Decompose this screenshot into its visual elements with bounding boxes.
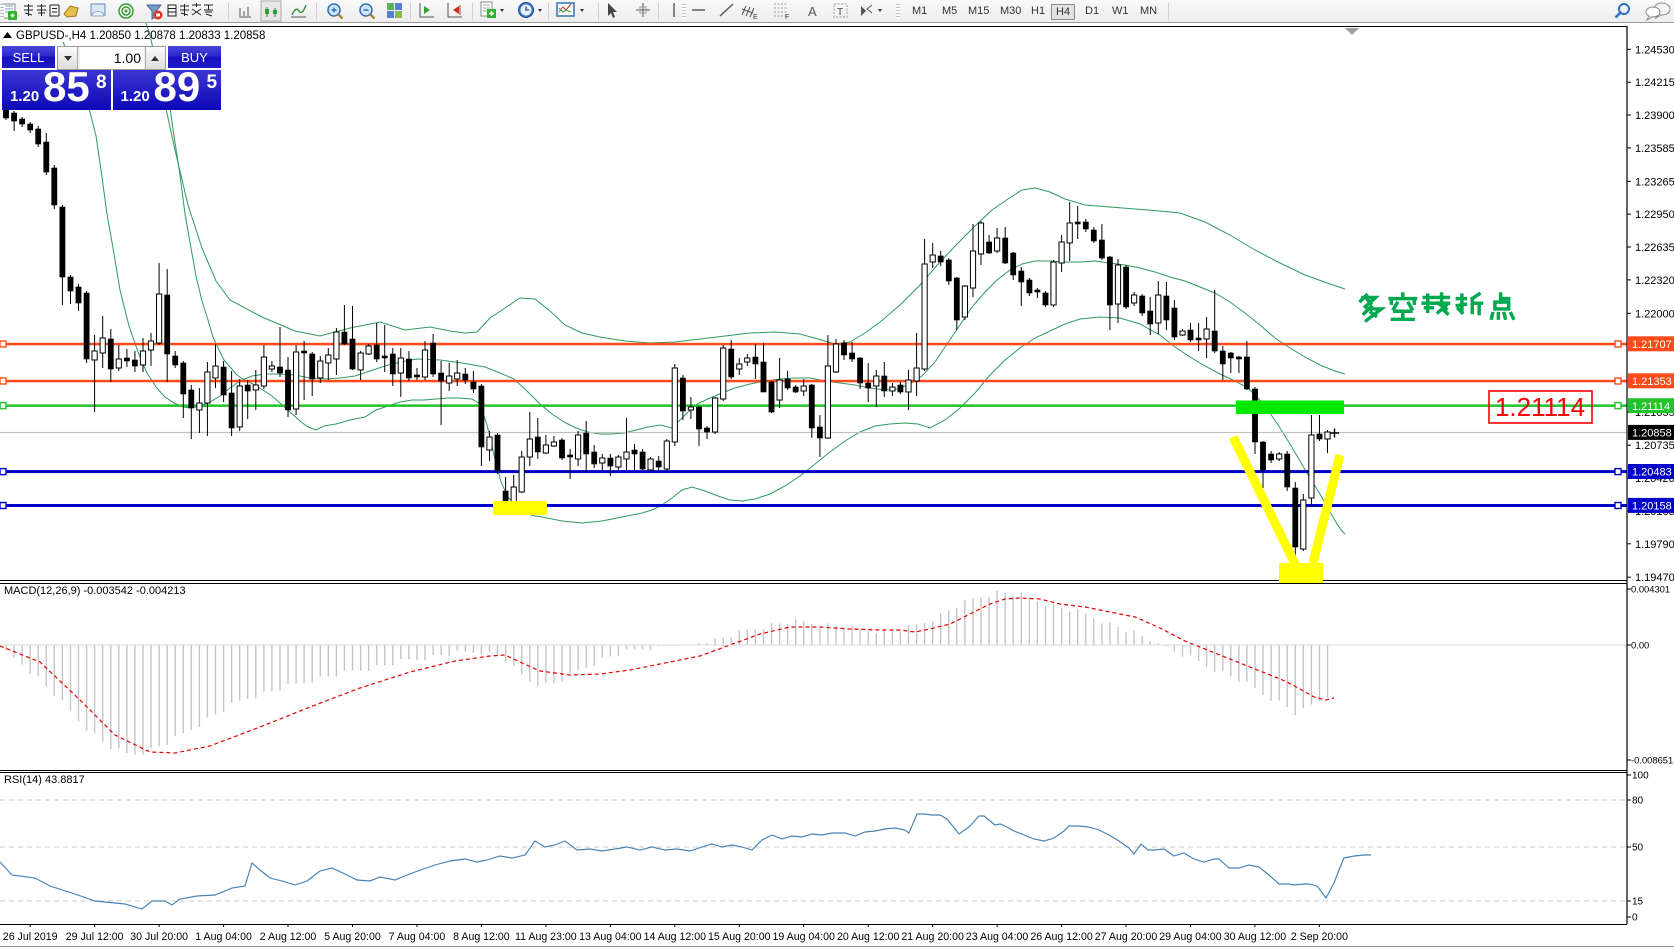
svg-text:T: T	[837, 7, 843, 18]
svg-text:1.21114: 1.21114	[1495, 392, 1585, 422]
svg-text:15: 15	[1632, 897, 1644, 908]
svg-text:0.004301: 0.004301	[1631, 584, 1670, 595]
svg-text:1.22950: 1.22950	[1635, 209, 1674, 221]
svg-text:1.22320: 1.22320	[1635, 275, 1674, 287]
svg-text:E: E	[753, 14, 758, 21]
svg-text:0: 0	[1632, 913, 1638, 924]
svg-text:RSI(14) 43.8817: RSI(14) 43.8817	[4, 774, 85, 786]
svg-text:1 Aug 04:00: 1 Aug 04:00	[195, 931, 252, 943]
svg-text:21 Aug 20:00: 21 Aug 20:00	[901, 931, 964, 943]
svg-text:F: F	[785, 14, 789, 21]
svg-text:80: 80	[1632, 796, 1644, 807]
svg-text:50: 50	[1632, 843, 1644, 854]
svg-text:-0.008651: -0.008651	[1631, 755, 1673, 766]
svg-text:30 Aug 12:00: 30 Aug 12:00	[1224, 931, 1287, 943]
svg-text:1.20735: 1.20735	[1635, 440, 1674, 452]
svg-text:1.21707: 1.21707	[1632, 339, 1672, 351]
svg-text:29 Jul 12:00: 29 Jul 12:00	[66, 931, 124, 943]
svg-text:MACD(12,26,9) -0.003542 -0.004: MACD(12,26,9) -0.003542 -0.004213	[4, 585, 186, 597]
svg-text:2 Sep 20:00: 2 Sep 20:00	[1291, 931, 1348, 943]
svg-text:8 Aug 12:00: 8 Aug 12:00	[453, 931, 510, 943]
svg-text:14 Aug 12:00: 14 Aug 12:00	[644, 931, 707, 943]
svg-text:1.23265: 1.23265	[1635, 176, 1674, 188]
svg-text:13 Aug 04:00: 13 Aug 04:00	[579, 931, 642, 943]
svg-text:20 Aug 12:00: 20 Aug 12:00	[837, 931, 900, 943]
svg-text:1.23900: 1.23900	[1635, 110, 1674, 122]
svg-text:26 Jul 2019: 26 Jul 2019	[3, 931, 58, 943]
svg-text:11 Aug 23:00: 11 Aug 23:00	[515, 931, 577, 943]
svg-text:15 Aug 20:00: 15 Aug 20:00	[708, 931, 771, 943]
svg-text:1.22000: 1.22000	[1635, 308, 1674, 320]
svg-text:1.20483: 1.20483	[1632, 467, 1672, 479]
svg-text:7 Aug 04:00: 7 Aug 04:00	[389, 931, 446, 943]
svg-text:1.24215: 1.24215	[1635, 77, 1674, 89]
svg-text:26 Aug 12:00: 26 Aug 12:00	[1030, 931, 1093, 943]
svg-text:1.19790: 1.19790	[1635, 539, 1674, 551]
svg-text:1.23585: 1.23585	[1635, 143, 1674, 155]
svg-text:1.21353: 1.21353	[1632, 376, 1672, 388]
svg-text:29 Aug 04:00: 29 Aug 04:00	[1159, 931, 1222, 943]
svg-text:A: A	[808, 4, 817, 19]
svg-text:2 Aug 12:00: 2 Aug 12:00	[260, 931, 317, 943]
svg-text:100: 100	[1632, 771, 1649, 782]
svg-text:1.20858: 1.20858	[1632, 428, 1672, 440]
svg-text:5 Aug 20:00: 5 Aug 20:00	[324, 931, 381, 943]
svg-text:1.20158: 1.20158	[1632, 501, 1672, 513]
svg-text:1.22635: 1.22635	[1635, 242, 1674, 254]
svg-text:0.00: 0.00	[1631, 640, 1649, 651]
svg-text:GBPUSD-,H4 1.20850 1.20878 1.: GBPUSD-,H4 1.20850 1.20878 1.20833 1.208…	[16, 30, 265, 42]
svg-text:27 Aug 20:00: 27 Aug 20:00	[1095, 931, 1158, 943]
svg-text:23 Aug 04:00: 23 Aug 04:00	[966, 931, 1029, 943]
svg-text:1.21114: 1.21114	[1632, 401, 1670, 413]
svg-text:1.19470: 1.19470	[1635, 572, 1674, 584]
svg-text:19 Aug 04:00: 19 Aug 04:00	[772, 931, 835, 943]
svg-text:1.24530: 1.24530	[1635, 44, 1674, 56]
svg-text:30 Jul 20:00: 30 Jul 20:00	[130, 931, 188, 943]
